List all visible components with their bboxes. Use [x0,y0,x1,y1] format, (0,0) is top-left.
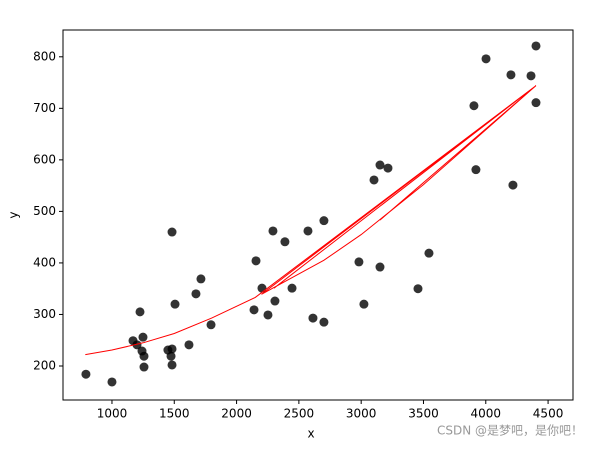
y-tick-label: 500 [33,204,56,218]
x-tick-label: 2000 [221,407,252,421]
x-tick-label: 4000 [471,407,502,421]
scatter-point [167,227,177,237]
x-axis-label: x [307,427,314,441]
scatter-point [249,305,259,315]
scatter-point [268,226,278,236]
scatter-point [526,71,536,81]
plot-frame [62,29,574,401]
scatter-point [167,360,177,370]
scatter-point [81,369,91,379]
scatter-point [413,284,423,294]
scatter-point [196,274,206,284]
scatter-point [206,320,216,330]
scatter-point [138,332,148,342]
scatter-point [471,165,481,175]
x-tick-label: 1000 [97,407,128,421]
scatter-point [280,237,290,247]
scatter-point [319,216,329,226]
scatter-point [354,257,364,267]
y-tick-label: 200 [33,358,56,372]
y-tick-label: 400 [33,255,56,269]
scatter-point [107,377,117,387]
scatter-point [481,54,491,64]
x-tick-label: 1500 [159,407,190,421]
x-tick-label: 3500 [408,407,439,421]
scatter-point [139,362,149,372]
scatter-point [139,351,149,361]
scatter-point [369,175,379,185]
scatter-point [531,41,541,51]
scatter-point [506,70,516,80]
scatter-point [469,101,479,111]
scatter-point [375,160,385,170]
scatter-point [166,351,176,361]
y-tick-label: 300 [33,307,56,321]
scatter-point [263,310,273,320]
y-tick-label: 800 [33,49,56,63]
scatter-point [170,299,180,309]
x-tick-label: 4500 [533,407,564,421]
y-tick-label: 600 [33,152,56,166]
x-tick-label: 3000 [346,407,377,421]
scatter-point [251,256,261,266]
scatter-point [191,289,201,299]
x-tick-label: 2500 [284,407,315,421]
scatter-point [424,248,434,258]
scatter-point [383,163,393,173]
watermark: CSDN @是梦吧，是你吧！ [437,424,583,438]
scatter-point [167,344,177,354]
scatter-point [184,340,194,350]
scatter-point [270,296,280,306]
scatter-point [319,317,329,327]
scatter-point [308,313,318,323]
scatter-point [508,180,518,190]
scatter-point [135,307,145,317]
y-axis-label: y [7,211,21,218]
fit-line [85,85,537,356]
scatter-point [303,226,313,236]
scatter-point [132,340,142,350]
scatter-point [531,98,541,108]
scatter-point [375,262,385,272]
scatter-point [359,299,369,309]
y-tick-label: 700 [33,101,56,115]
scatter-point [287,283,297,293]
